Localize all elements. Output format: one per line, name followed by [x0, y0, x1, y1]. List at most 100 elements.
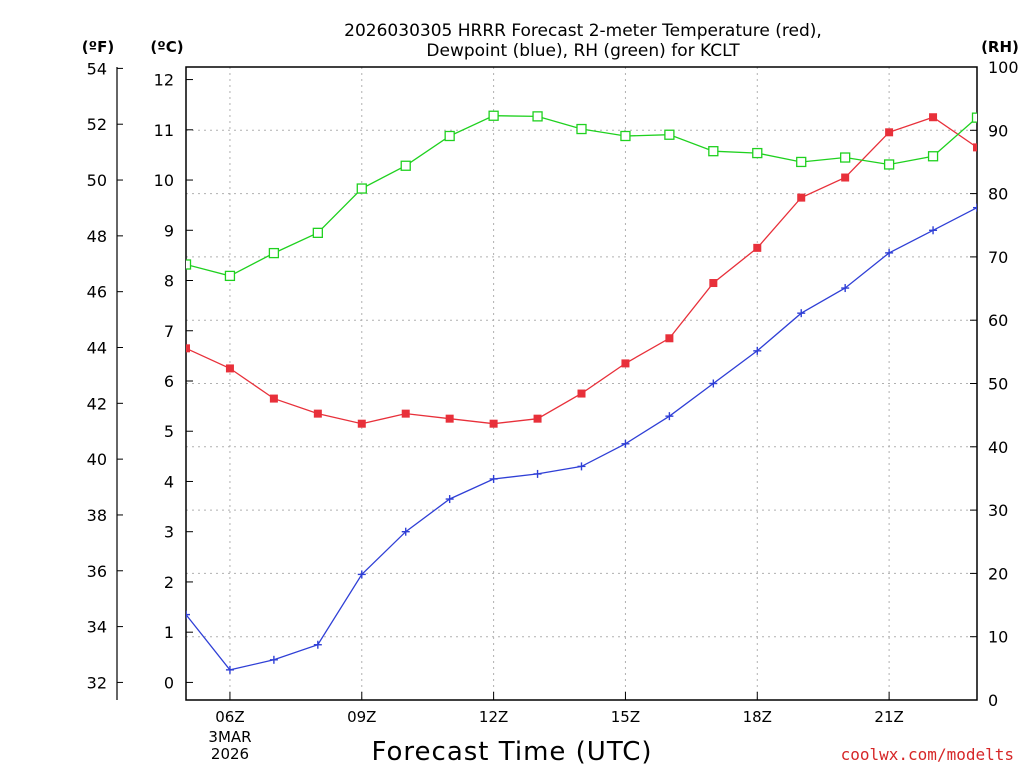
point-relative-humidity-13z [532, 111, 543, 122]
point-2-meter-temperature-12z [489, 419, 498, 428]
c-tick-label-2: 2 [164, 573, 174, 592]
point-relative-humidity-11z [444, 130, 455, 142]
f-tick-label-40: 40 [87, 450, 107, 469]
c-tick-label-3: 3 [164, 523, 174, 542]
c-tick-label-5: 5 [164, 422, 174, 441]
point-2-meter-temperature-13z [533, 414, 542, 423]
c-tick-label-10: 10 [154, 171, 174, 190]
chart-title-line1: 2026030305 HRRR Forecast 2-meter Tempera… [344, 21, 822, 41]
c-tick-label-1: 1 [164, 623, 174, 642]
x-tick-label-06Z: 06Z [215, 708, 244, 726]
f-tick-label-46: 46 [87, 283, 107, 302]
rh-tick-label-70: 70 [988, 248, 1008, 267]
f-tick-label-42: 42 [87, 394, 107, 413]
f-tick-label-54: 54 [87, 59, 107, 78]
point-dewpoint-15z [621, 439, 630, 448]
axes: 3234363840424446485052540123456789101112… [87, 58, 1019, 726]
point-dewpoint-5z [186, 610, 190, 619]
point-dewpoint-22z [929, 226, 938, 235]
point-relative-humidity-17z [708, 146, 719, 157]
series-relative-humidity [186, 110, 977, 282]
point-relative-humidity-19z [796, 156, 807, 168]
point-relative-humidity-5z [186, 259, 192, 270]
f-tick-label-48: 48 [87, 227, 107, 246]
c-tick-label-8: 8 [164, 272, 174, 291]
point-dewpoint-19z [797, 309, 806, 318]
chart-title-line2: Dewpoint (blue), RH (green) for KCLT [426, 41, 740, 61]
f-tick-label-34: 34 [87, 618, 107, 637]
point-dewpoint-17z [709, 379, 718, 388]
c-tick-label-11: 11 [154, 121, 174, 140]
point-relative-humidity-7z [268, 247, 280, 259]
point-2-meter-temperature-7z [269, 394, 278, 403]
point-dewpoint-6z [225, 665, 234, 674]
grid-lines [186, 67, 977, 700]
point-dewpoint-9z [357, 570, 366, 579]
point-2-meter-temperature-10z [401, 409, 410, 418]
fahrenheit-unit-label: (ºF) [82, 38, 114, 56]
point-dewpoint-8z [313, 640, 322, 649]
point-2-meter-temperature-15z [621, 359, 630, 368]
data-series [186, 110, 977, 674]
f-tick-label-44: 44 [87, 338, 107, 357]
x-axis-label: Forecast Time (UTC) [371, 737, 652, 767]
point-2-meter-temperature-19z [797, 193, 806, 202]
c-tick-label-12: 12 [154, 71, 174, 90]
point-dewpoint-21z [885, 248, 894, 257]
line-relative-humidity [186, 115, 977, 277]
point-2-meter-temperature-8z [313, 409, 322, 418]
point-relative-humidity-9z [356, 183, 367, 194]
point-relative-humidity-15z [620, 130, 631, 142]
x-tick-label-09Z: 09Z [347, 708, 376, 726]
x-tick-label-12Z: 12Z [479, 708, 508, 726]
point-relative-humidity-8z [312, 227, 323, 238]
point-2-meter-temperature-14z [577, 389, 586, 398]
rh-tick-label-60: 60 [988, 311, 1008, 330]
rh-tick-label-100: 100 [988, 58, 1019, 77]
series-dewpoint [186, 203, 977, 674]
point-relative-humidity-16z [664, 129, 675, 140]
f-tick-label-50: 50 [87, 171, 107, 190]
c-tick-label-7: 7 [164, 322, 174, 341]
point-dewpoint-10z [401, 527, 410, 536]
point-dewpoint-11z [445, 495, 454, 504]
point-2-meter-temperature-9z [357, 419, 366, 428]
rh-tick-label-30: 30 [988, 501, 1008, 520]
point-dewpoint-23z [973, 203, 977, 212]
point-dewpoint-13z [533, 469, 542, 478]
rh-tick-label-10: 10 [988, 628, 1008, 647]
point-relative-humidity-18z [752, 147, 763, 159]
point-2-meter-temperature-17z [709, 279, 718, 288]
point-2-meter-temperature-21z [885, 128, 894, 137]
c-tick-label-0: 0 [164, 673, 174, 692]
point-2-meter-temperature-18z [753, 243, 762, 252]
point-dewpoint-14z [577, 462, 586, 471]
point-2-meter-temperature-22z [929, 113, 938, 122]
point-relative-humidity-10z [400, 160, 411, 171]
point-2-meter-temperature-16z [665, 334, 674, 343]
rh-tick-label-90: 90 [988, 121, 1008, 140]
rh-tick-label-0: 0 [988, 691, 998, 710]
f-tick-label-36: 36 [87, 562, 107, 581]
point-relative-humidity-14z [576, 123, 587, 135]
c-tick-label-6: 6 [164, 372, 174, 391]
point-2-meter-temperature-11z [445, 414, 454, 423]
point-dewpoint-12z [489, 474, 498, 483]
rh-unit-label: (RH) [981, 38, 1019, 56]
rh-tick-label-20: 20 [988, 564, 1008, 583]
source-credit: coolwx.com/modelts [841, 745, 1014, 764]
point-relative-humidity-12z [488, 110, 499, 121]
point-relative-humidity-6z [224, 270, 236, 282]
point-relative-humidity-21z [883, 159, 895, 170]
point-dewpoint-20z [841, 284, 850, 293]
point-dewpoint-16z [665, 412, 674, 421]
rh-tick-label-50: 50 [988, 375, 1008, 394]
point-2-meter-temperature-23z [973, 143, 977, 152]
point-relative-humidity-22z [927, 151, 939, 162]
point-relative-humidity-20z [840, 152, 851, 163]
point-relative-humidity-23z [971, 112, 977, 123]
x-tick-label-18Z: 18Z [743, 708, 772, 726]
date-label-year: 2026 [211, 745, 249, 763]
line-dewpoint [186, 207, 977, 671]
